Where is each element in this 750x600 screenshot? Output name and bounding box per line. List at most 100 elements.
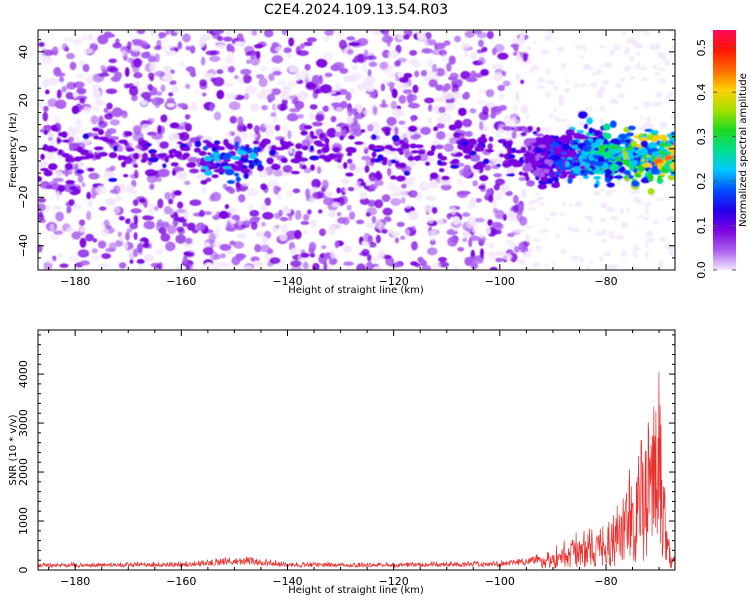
faint-noise-blob <box>532 40 537 45</box>
band-blob <box>132 152 140 160</box>
noise-blob <box>153 45 162 51</box>
noise-blob <box>368 61 378 67</box>
noise-blob <box>131 94 138 102</box>
noise-blob <box>130 188 138 195</box>
noise-blob <box>321 245 327 250</box>
band-blob <box>124 131 133 137</box>
noise-blob <box>81 182 86 188</box>
noise-blob <box>249 203 254 212</box>
band-blob <box>148 156 159 163</box>
band-blob <box>69 186 78 191</box>
noise-blob <box>348 211 356 220</box>
noise-blob <box>49 223 55 232</box>
noise-blob <box>468 238 473 248</box>
noise-blob <box>359 191 368 200</box>
noise-blob <box>195 222 206 232</box>
noise-blob <box>90 115 99 125</box>
noise-blob <box>491 221 503 229</box>
noise-blob <box>249 103 260 112</box>
band-blob <box>497 138 507 144</box>
figure-title: C2E4.2024.109.13.54.R03 <box>264 2 448 18</box>
noise-blob <box>421 264 432 270</box>
faint-noise-blob <box>558 118 568 122</box>
band-blob <box>259 141 267 149</box>
noise-blob <box>235 131 242 137</box>
noise-blob <box>86 191 92 200</box>
band-blob <box>95 155 100 159</box>
band-blob <box>324 137 330 145</box>
noise-blob <box>38 160 49 168</box>
band-blob <box>56 138 62 144</box>
signal-blob <box>221 155 232 160</box>
faint-noise-blob <box>655 91 662 98</box>
noise-blob <box>374 219 383 229</box>
noise-blob <box>160 46 167 52</box>
noise-blob <box>176 208 187 214</box>
signal-blob <box>658 134 668 140</box>
noise-blob <box>317 209 323 214</box>
noise-blob <box>249 209 260 217</box>
noise-blob <box>488 194 494 203</box>
noise-blob <box>105 167 114 173</box>
noise-blob <box>424 204 434 213</box>
signal-blob <box>588 156 595 161</box>
noise-blob <box>497 84 506 92</box>
noise-blob <box>141 123 150 133</box>
noise-blob <box>189 168 200 174</box>
band-blob <box>370 157 377 163</box>
noise-blob <box>407 176 416 186</box>
noise-blob <box>480 68 489 76</box>
band-blob <box>309 155 320 161</box>
band-blob <box>43 129 49 135</box>
noise-blob <box>254 131 261 141</box>
band-blob <box>310 135 318 139</box>
faint-noise-blob <box>610 264 619 269</box>
noise-blob <box>226 220 232 230</box>
noise-blob <box>397 71 404 78</box>
noise-blob <box>182 222 188 227</box>
band-blob <box>300 130 309 136</box>
noise-blob <box>69 61 77 71</box>
noise-blob <box>250 221 258 230</box>
signal-blob <box>202 145 209 151</box>
noise-blob <box>390 100 398 110</box>
noise-blob <box>512 194 519 204</box>
faint-noise-blob <box>559 212 566 216</box>
noise-blob <box>196 173 207 181</box>
band-blob <box>193 147 201 153</box>
noise-blob <box>185 265 191 270</box>
noise-blob <box>229 115 237 124</box>
band-blob <box>520 132 527 137</box>
noise-blob <box>96 185 107 195</box>
faint-noise-blob <box>605 264 610 270</box>
noise-blob <box>154 53 160 63</box>
noise-blob <box>201 187 207 194</box>
noise-blob <box>328 209 336 218</box>
faint-noise-blob <box>612 44 622 51</box>
noise-blob <box>108 58 117 64</box>
noise-blob <box>199 79 208 87</box>
noise-blob <box>380 83 386 92</box>
band-blob <box>62 139 70 143</box>
noise-blob <box>73 38 83 45</box>
noise-blob <box>77 161 83 169</box>
faint-noise-blob <box>540 49 547 56</box>
signal-blob <box>664 162 670 170</box>
noise-blob <box>52 205 63 210</box>
band-blob <box>426 150 435 156</box>
faint-noise-blob <box>658 78 667 84</box>
noise-blob <box>132 248 139 258</box>
noise-blob <box>198 38 206 48</box>
noise-blob <box>408 190 418 198</box>
noise-blob <box>195 88 200 94</box>
signal-blob <box>632 168 638 173</box>
noise-blob <box>486 30 494 40</box>
noise-blob <box>292 188 301 194</box>
noise-blob <box>475 197 482 203</box>
noise-blob <box>421 48 433 54</box>
noise-blob <box>262 211 274 220</box>
band-blob <box>176 141 183 145</box>
band-blob <box>302 164 307 170</box>
noise-blob <box>335 82 341 92</box>
band-blob <box>437 152 443 160</box>
